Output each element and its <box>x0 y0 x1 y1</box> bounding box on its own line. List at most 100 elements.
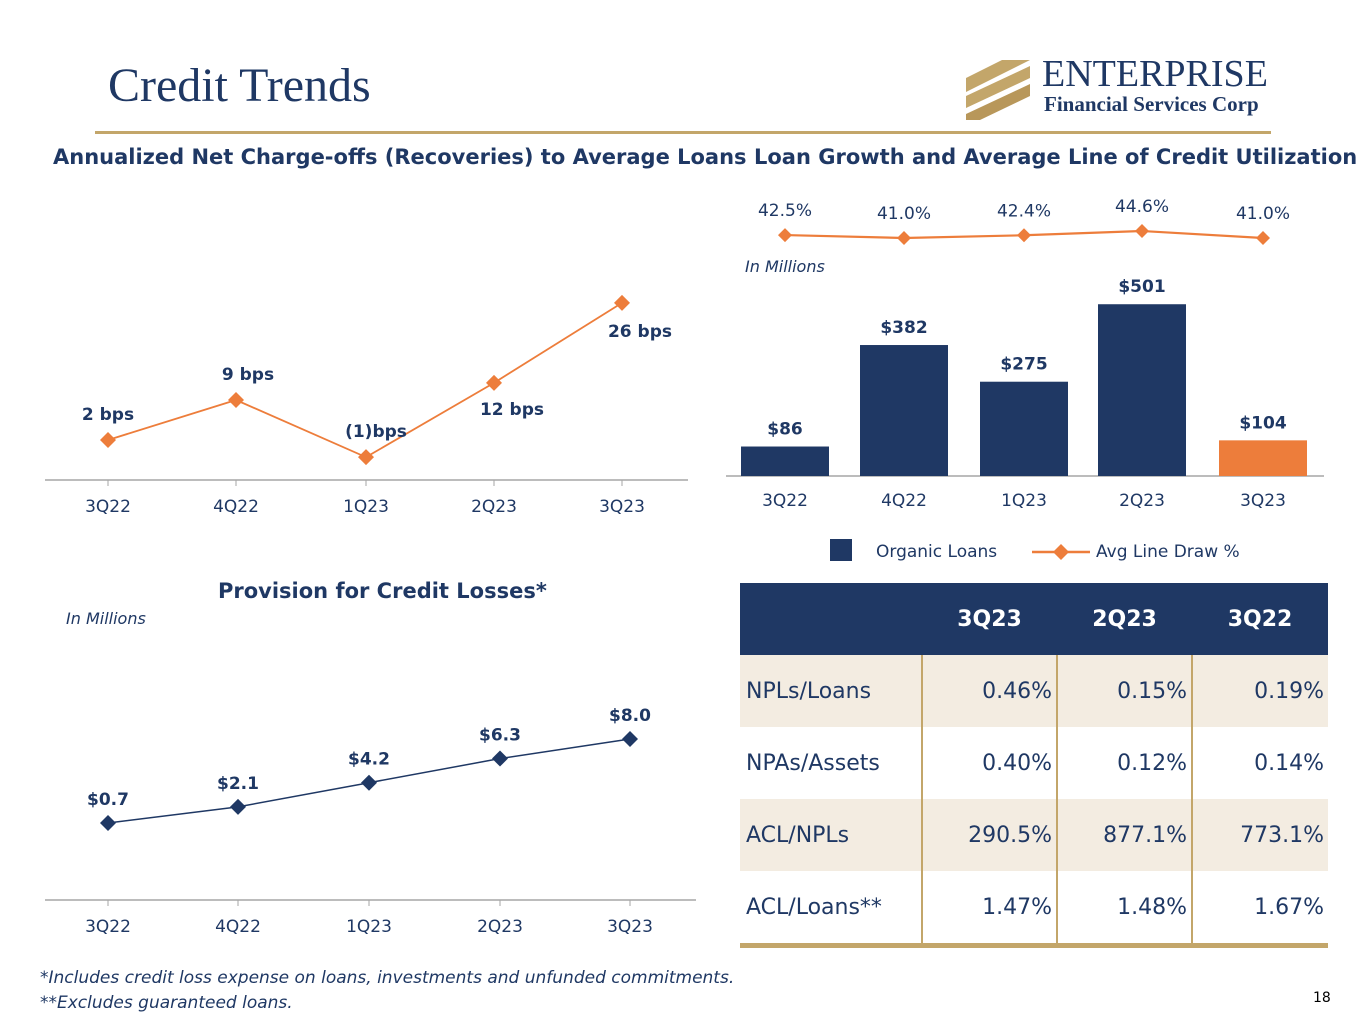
data-point <box>897 231 911 245</box>
x-tick-label: 3Q23 <box>1240 491 1286 511</box>
legend-swatch-organic-loans <box>830 539 852 561</box>
data-point <box>230 798 246 815</box>
x-tick-label: 3Q22 <box>85 497 131 517</box>
x-tick-label: 1Q23 <box>1001 491 1047 511</box>
x-tick-label: 4Q22 <box>881 491 927 511</box>
bar-organic-loans <box>1219 440 1307 476</box>
data-point <box>361 774 377 791</box>
table-row: ACL/NPLs 290.5% 877.1% 773.1% <box>740 799 1328 871</box>
page-title: Credit Trends <box>108 59 371 112</box>
x-tick-label: 3Q22 <box>762 491 808 511</box>
company-logo: ENTERPRISE Financial Services Corp <box>962 53 1274 122</box>
data-label: $4.2 <box>348 750 390 770</box>
x-tick-label: 3Q23 <box>607 917 653 937</box>
table-header-cell: 3Q22 <box>1192 583 1328 655</box>
table-cell: 0.15% <box>1056 655 1192 727</box>
table-header-cell: 3Q23 <box>922 583 1057 655</box>
footnote-2: **Excludes guaranteed loans. <box>40 993 293 1013</box>
table-cell: 1.47% <box>921 871 1057 948</box>
footnote-1: *Includes credit loss expense on loans, … <box>40 968 735 988</box>
chart3-title: Provision for Credit Losses* <box>218 579 547 603</box>
table-cell: 1.48% <box>1056 871 1192 948</box>
data-label: $0.7 <box>87 790 129 810</box>
bar-value-label: $104 <box>1239 413 1286 433</box>
data-point <box>228 392 244 408</box>
data-point <box>614 294 630 311</box>
x-tick-label: 4Q22 <box>213 497 259 517</box>
logo-line-1: ENTERPRISE <box>1042 53 1268 95</box>
table-cell: 0.46% <box>921 655 1057 727</box>
logo-line-2: Financial Services Corp <box>1044 92 1259 116</box>
table-cell: 1.67% <box>1191 871 1328 948</box>
data-point <box>622 731 638 747</box>
legend-swatch-line-draw <box>1032 544 1090 560</box>
x-tick-label: 2Q23 <box>471 497 517 517</box>
table-row: ACL/Loans** 1.47% 1.48% 1.67% <box>740 871 1328 948</box>
data-label: $6.3 <box>479 726 521 746</box>
table-row-label: NPLs/Loans <box>740 655 922 727</box>
data-label: 9 bps <box>222 365 274 385</box>
data-label: 2 bps <box>82 405 134 425</box>
table-header-cell: 2Q23 <box>1057 583 1192 655</box>
table-row: NPLs/Loans 0.46% 0.15% 0.19% <box>740 655 1328 727</box>
x-tick-label: 3Q22 <box>85 917 131 937</box>
table-cell: 773.1% <box>1191 799 1328 871</box>
data-point <box>100 432 116 448</box>
line-value-label: 42.4% <box>997 201 1051 221</box>
bar-organic-loans <box>1098 304 1186 476</box>
loan-growth-chart: $86 3Q22 $382 4Q22 $275 1Q23 $501 2Q23 $104 3Q23 4… <box>726 197 1324 511</box>
table-cell: 0.14% <box>1191 727 1328 799</box>
table-row: NPAs/Assets 0.40% 0.12% 0.14% <box>740 727 1328 799</box>
line-value-label: 41.0% <box>1236 204 1290 224</box>
page-number: 18 <box>1313 990 1331 1006</box>
x-tick-label: 2Q23 <box>477 917 523 937</box>
header-divider <box>95 131 1271 134</box>
data-label: 26 bps <box>608 322 672 342</box>
x-tick-label: 1Q23 <box>343 497 389 517</box>
line-value-label: 44.6% <box>1115 197 1169 217</box>
data-point <box>1017 228 1031 243</box>
bar-organic-loans <box>980 381 1068 476</box>
table-header-row: 3Q23 2Q23 3Q22 <box>740 583 1328 655</box>
bar-value-label: $86 <box>767 420 803 440</box>
data-label: 12 bps <box>480 400 544 420</box>
table-cell: 0.19% <box>1191 655 1328 727</box>
chart2-units-note: In Millions <box>745 257 825 276</box>
bar-organic-loans <box>741 446 829 476</box>
table-header-blank <box>740 583 922 655</box>
chart2-legend: Organic Loans Avg Line Draw % <box>830 539 1270 567</box>
chart1-title: Annualized Net Charge-offs (Recoveries) … <box>53 145 747 169</box>
bar-value-label: $275 <box>1000 355 1047 375</box>
table-cell: 0.40% <box>921 727 1057 799</box>
x-tick-label: 1Q23 <box>346 917 392 937</box>
net-chargeoffs-chart: 2 bps 3Q22 9 bps 4Q22 (1)bps 1Q23 12 bps 2Q23 26… <box>45 294 688 517</box>
table-row-label: ACL/NPLs <box>740 799 922 871</box>
line-value-label: 42.5% <box>758 201 812 221</box>
data-point <box>1256 231 1270 245</box>
table-cell: 0.12% <box>1056 727 1192 799</box>
x-tick-label: 4Q22 <box>215 917 261 937</box>
chart3-units-note: In Millions <box>66 609 146 628</box>
data-point <box>1135 224 1149 238</box>
legend-label-line-draw: Avg Line Draw % <box>1096 542 1240 562</box>
table-row-label: ACL/Loans** <box>740 871 922 948</box>
table-row-label: NPAs/Assets <box>746 750 880 776</box>
data-point <box>778 228 792 243</box>
bar-value-label: $382 <box>880 318 927 338</box>
data-label: $8.0 <box>609 706 651 726</box>
bar-organic-loans <box>860 345 948 476</box>
data-point <box>486 374 502 391</box>
data-label: $2.1 <box>217 774 259 794</box>
data-point <box>492 750 508 767</box>
line-value-label: 41.0% <box>877 204 931 224</box>
table-cell: 290.5% <box>921 799 1057 871</box>
x-tick-label: 2Q23 <box>1119 491 1165 511</box>
table-cell: 877.1% <box>1056 799 1192 871</box>
data-point <box>358 449 374 466</box>
provision-chart: $0.7 3Q22 $2.1 4Q22 $4.2 1Q23 $6.3 2Q23 $8.0 3Q23 <box>45 706 696 937</box>
data-point <box>100 814 116 831</box>
data-label: (1)bps <box>345 422 407 442</box>
credit-metrics-table: 3Q23 2Q23 3Q22 NPLs/Loans 0.46% 0.15% 0.19% NP… <box>740 583 1328 948</box>
chart2-title: Loan Growth and Average Line of Credit U… <box>754 145 1358 169</box>
bar-value-label: $501 <box>1118 277 1165 297</box>
